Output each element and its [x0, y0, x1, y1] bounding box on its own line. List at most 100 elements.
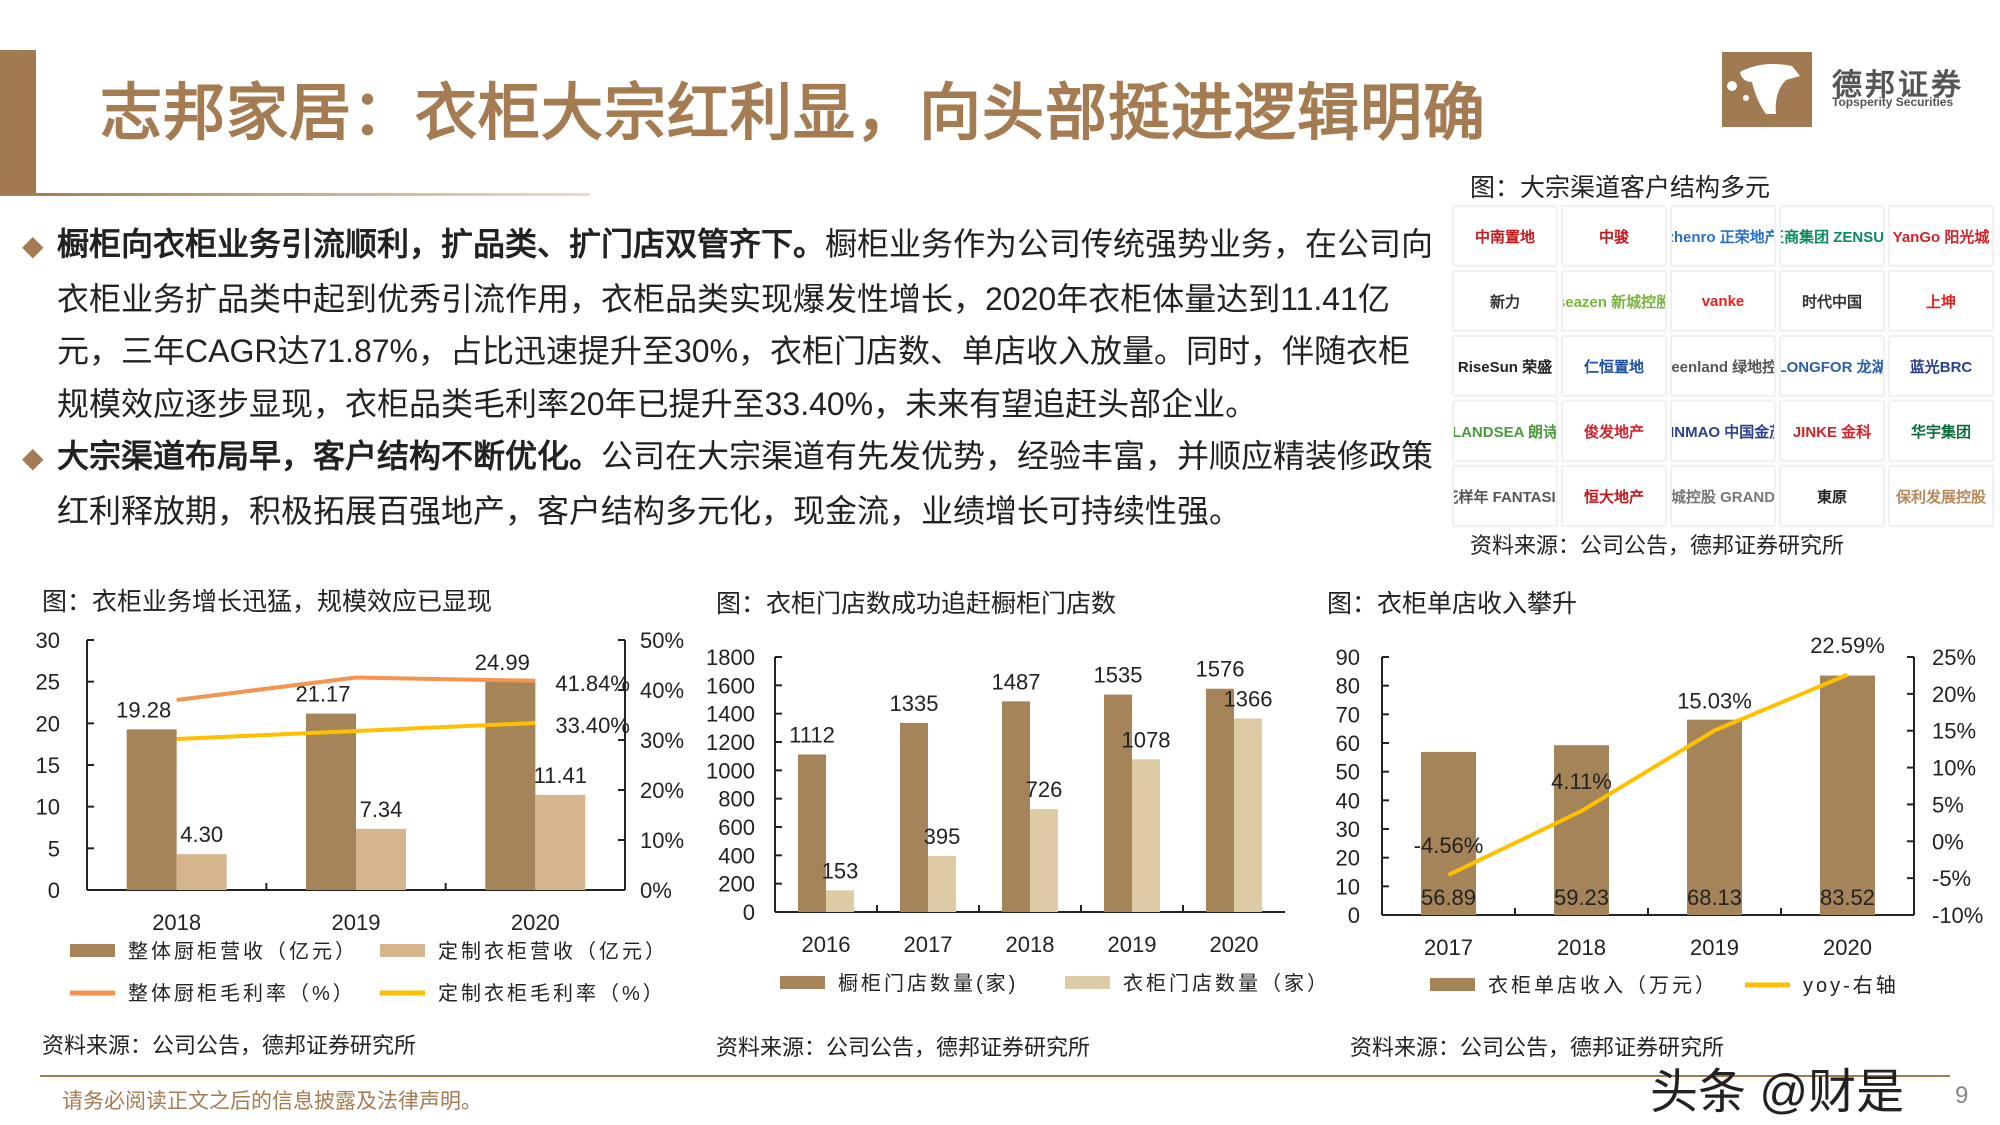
- legend-label: 整体厨柜营收（亿元）: [128, 940, 358, 963]
- bar: [1554, 745, 1609, 915]
- x-tick-label: 2019: [332, 910, 381, 935]
- bar: [356, 828, 406, 890]
- y2-tick-label: 0%: [640, 878, 672, 903]
- y-tick-label: 800: [718, 787, 755, 812]
- y-tick-label: 1800: [706, 645, 755, 670]
- client-logo: RiseSun 荣盛: [1453, 336, 1557, 396]
- line-data-label: -4.56%: [1414, 833, 1484, 858]
- y-tick-label: 1200: [706, 730, 755, 755]
- legend-swatch: [1065, 976, 1110, 989]
- y2-tick-label: -10%: [1932, 903, 1983, 928]
- bar: [1104, 694, 1132, 912]
- y-tick-label: 5: [48, 836, 60, 861]
- x-tick-label: 2019: [1108, 932, 1157, 957]
- y2-tick-label: 10%: [1932, 756, 1976, 781]
- data-label: 59.23: [1554, 885, 1609, 910]
- y-tick-label: 30: [36, 628, 60, 653]
- y-tick-label: 10: [1336, 874, 1360, 899]
- line-data-label: 15.03%: [1677, 688, 1752, 713]
- y-tick-label: 0: [48, 878, 60, 903]
- bar: [306, 713, 356, 890]
- x-tick-label: 2020: [1210, 932, 1259, 957]
- data-label: 1487: [992, 669, 1041, 694]
- client-logo: 中骏: [1562, 206, 1666, 266]
- data-label: 7.34: [360, 797, 403, 822]
- y-tick-label: 10: [36, 795, 60, 820]
- legend-label: yoy-右轴: [1803, 974, 1899, 997]
- client-logo: JINMAO 中国金茂: [1671, 401, 1775, 461]
- data-label: 1576: [1196, 657, 1245, 682]
- clients-source: 资料来源：公司公告，德邦证券研究所: [1470, 533, 1845, 558]
- data-label: 24.99: [475, 650, 530, 675]
- y2-tick-label: 0%: [1932, 829, 1964, 854]
- data-label: 726: [1026, 777, 1063, 802]
- client-logo: 蓝光BRC: [1889, 336, 1993, 396]
- client-logo: 上坤: [1889, 271, 1993, 331]
- y-tick-label: 80: [1336, 674, 1360, 699]
- data-label: 83.52: [1820, 885, 1875, 910]
- y-tick-label: 1600: [706, 673, 755, 698]
- data-label: 56.89: [1421, 885, 1476, 910]
- bar: [900, 722, 928, 912]
- data-label: 1112: [789, 722, 835, 747]
- bar: [1820, 675, 1875, 915]
- y2-tick-label: 20%: [1932, 682, 1976, 707]
- bullet-paragraph: ◆ 大宗渠道布局早，客户结构不断优化。公司在大宗渠道有先发优势，经验丰富，并顺应精…: [22, 430, 1437, 537]
- legend-swatch: [1430, 978, 1475, 991]
- bar: [1132, 759, 1160, 912]
- page-title: 志邦家居：衣柜大宗红利显，向头部挺进逻辑明确: [100, 79, 1487, 148]
- data-label: 19.28: [116, 697, 171, 722]
- series-line: [1447, 672, 1849, 877]
- client-logo: 华宇集团: [1889, 401, 1993, 461]
- x-tick-label: 2016: [802, 932, 851, 957]
- client-logo: LANDSEA 朗诗: [1453, 401, 1557, 461]
- title-divider: [0, 193, 590, 196]
- y-tick-label: 25: [36, 670, 60, 695]
- y-tick-label: 1400: [706, 702, 755, 727]
- footer-disclaimer: 请务必阅读正文之后的信息披露及法律声明。: [62, 1090, 482, 1113]
- chart3-source: 资料来源：公司公告，德邦证券研究所: [1350, 1035, 1725, 1060]
- legend-label: 定制衣柜毛利率（%）: [438, 982, 666, 1005]
- brand-name-en: Topsperity Securities: [1832, 95, 1954, 109]
- client-logo: 東原: [1780, 466, 1884, 526]
- bullet-paragraph: ◆ 橱柜向衣柜业务引流顺利，扩品类、扩门店双管齐下。橱柜业务作为公司传统强势业务，…: [22, 218, 1437, 430]
- data-label: 4.30: [180, 822, 223, 847]
- bar: [1002, 701, 1030, 912]
- chart2-source: 资料来源：公司公告，德邦证券研究所: [716, 1035, 1091, 1060]
- paragraph-body: 公司在大宗渠道有先发优势，经验丰富，并顺应精装修政策红利释放期，积极拓展百强地产…: [57, 438, 1434, 529]
- x-tick-label: 2020: [1823, 935, 1872, 960]
- bar: [798, 754, 826, 912]
- data-label: 1366: [1224, 686, 1273, 711]
- legend-label: 整体厨柜毛利率（%）: [128, 982, 356, 1005]
- paragraph-lead: 橱柜向衣柜业务引流顺利，扩品类、扩门店双管齐下。: [57, 226, 826, 262]
- bar: [1421, 751, 1476, 915]
- y-tick-label: 70: [1336, 702, 1360, 727]
- watermark: 头条 @财是: [1650, 1066, 1905, 1119]
- page-number: 9: [1955, 1082, 1969, 1109]
- line-data-label: 33.40%: [555, 713, 630, 738]
- client-logo: 正商集团 ZENSUN: [1780, 206, 1884, 266]
- client-logo: 花样年 FANTASIA: [1453, 466, 1557, 526]
- legend-swatch: [380, 944, 425, 957]
- diamond-bullet-icon: ◆: [22, 442, 44, 473]
- y2-tick-label: 30%: [640, 728, 684, 753]
- chart3-title: 图：衣柜单店收入攀升: [1327, 590, 1578, 618]
- y-tick-label: 50: [1336, 760, 1360, 785]
- x-tick-label: 2018: [1557, 935, 1606, 960]
- client-logo: JINKE 金科: [1780, 401, 1884, 461]
- client-logo: 仁恒置地: [1562, 336, 1666, 396]
- y2-tick-label: 20%: [640, 778, 684, 803]
- client-logo: 新力: [1453, 271, 1557, 331]
- y-tick-label: 90: [1336, 645, 1360, 670]
- y2-tick-label: 15%: [1932, 719, 1976, 744]
- bar: [928, 856, 956, 912]
- y2-tick-label: 50%: [640, 628, 684, 653]
- data-label: 68.13: [1687, 885, 1742, 910]
- clients-caption: 图：大宗渠道客户结构多元: [1470, 174, 1771, 202]
- y-tick-label: 40: [1336, 788, 1360, 813]
- y2-tick-label: 25%: [1932, 645, 1976, 670]
- y-tick-label: 20: [1336, 846, 1360, 871]
- paragraph-body: 橱柜业务作为公司传统强势业务，在公司向衣柜业务扩品类中起到优秀引流作用，衣柜品类…: [57, 226, 1434, 422]
- bar: [485, 681, 536, 890]
